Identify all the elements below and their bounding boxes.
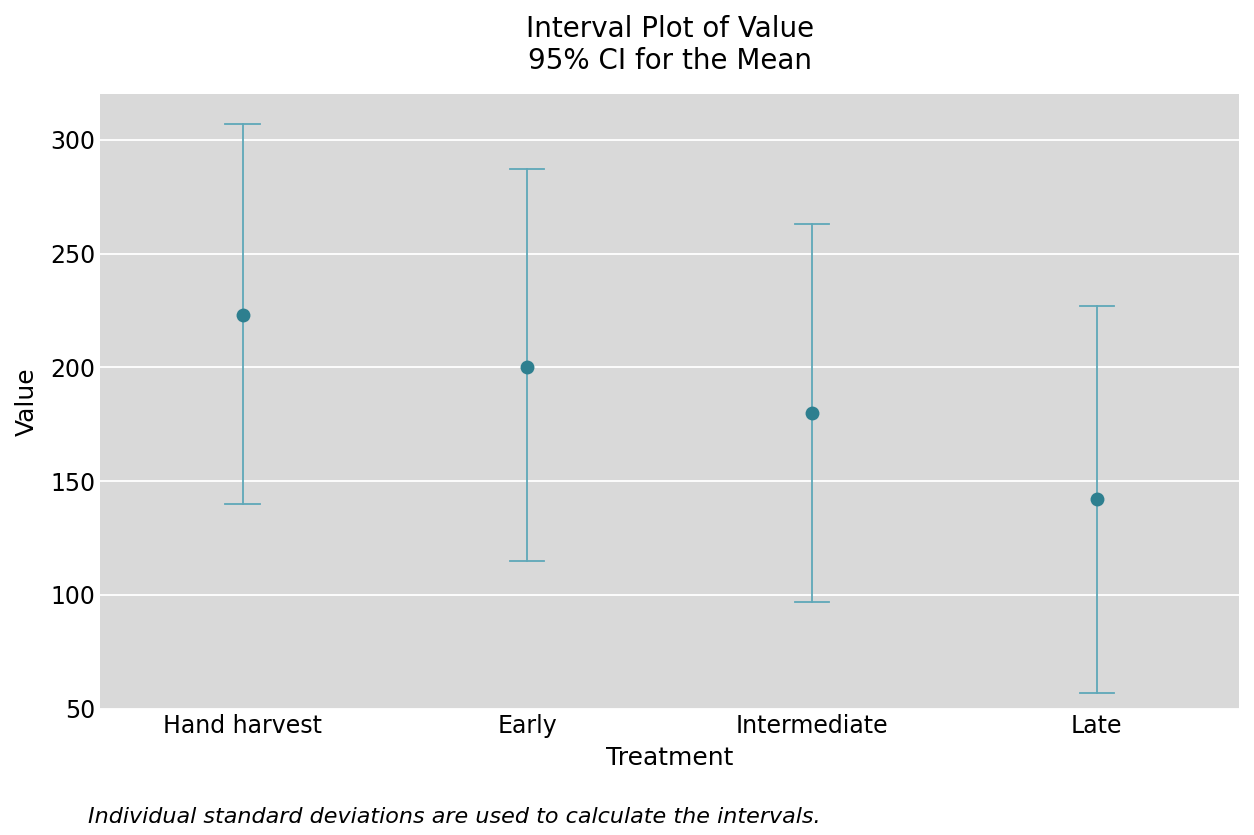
Title: Interval Plot of Value
95% CI for the Mean: Interval Plot of Value 95% CI for the Me… <box>525 15 814 75</box>
Point <box>1087 493 1107 506</box>
X-axis label: Treatment: Treatment <box>606 746 734 770</box>
Y-axis label: Value: Value <box>15 367 39 436</box>
Point <box>517 361 537 374</box>
Point <box>801 407 821 420</box>
Text: Individual standard deviations are used to calculate the intervals.: Individual standard deviations are used … <box>88 807 820 827</box>
Point <box>232 308 252 321</box>
